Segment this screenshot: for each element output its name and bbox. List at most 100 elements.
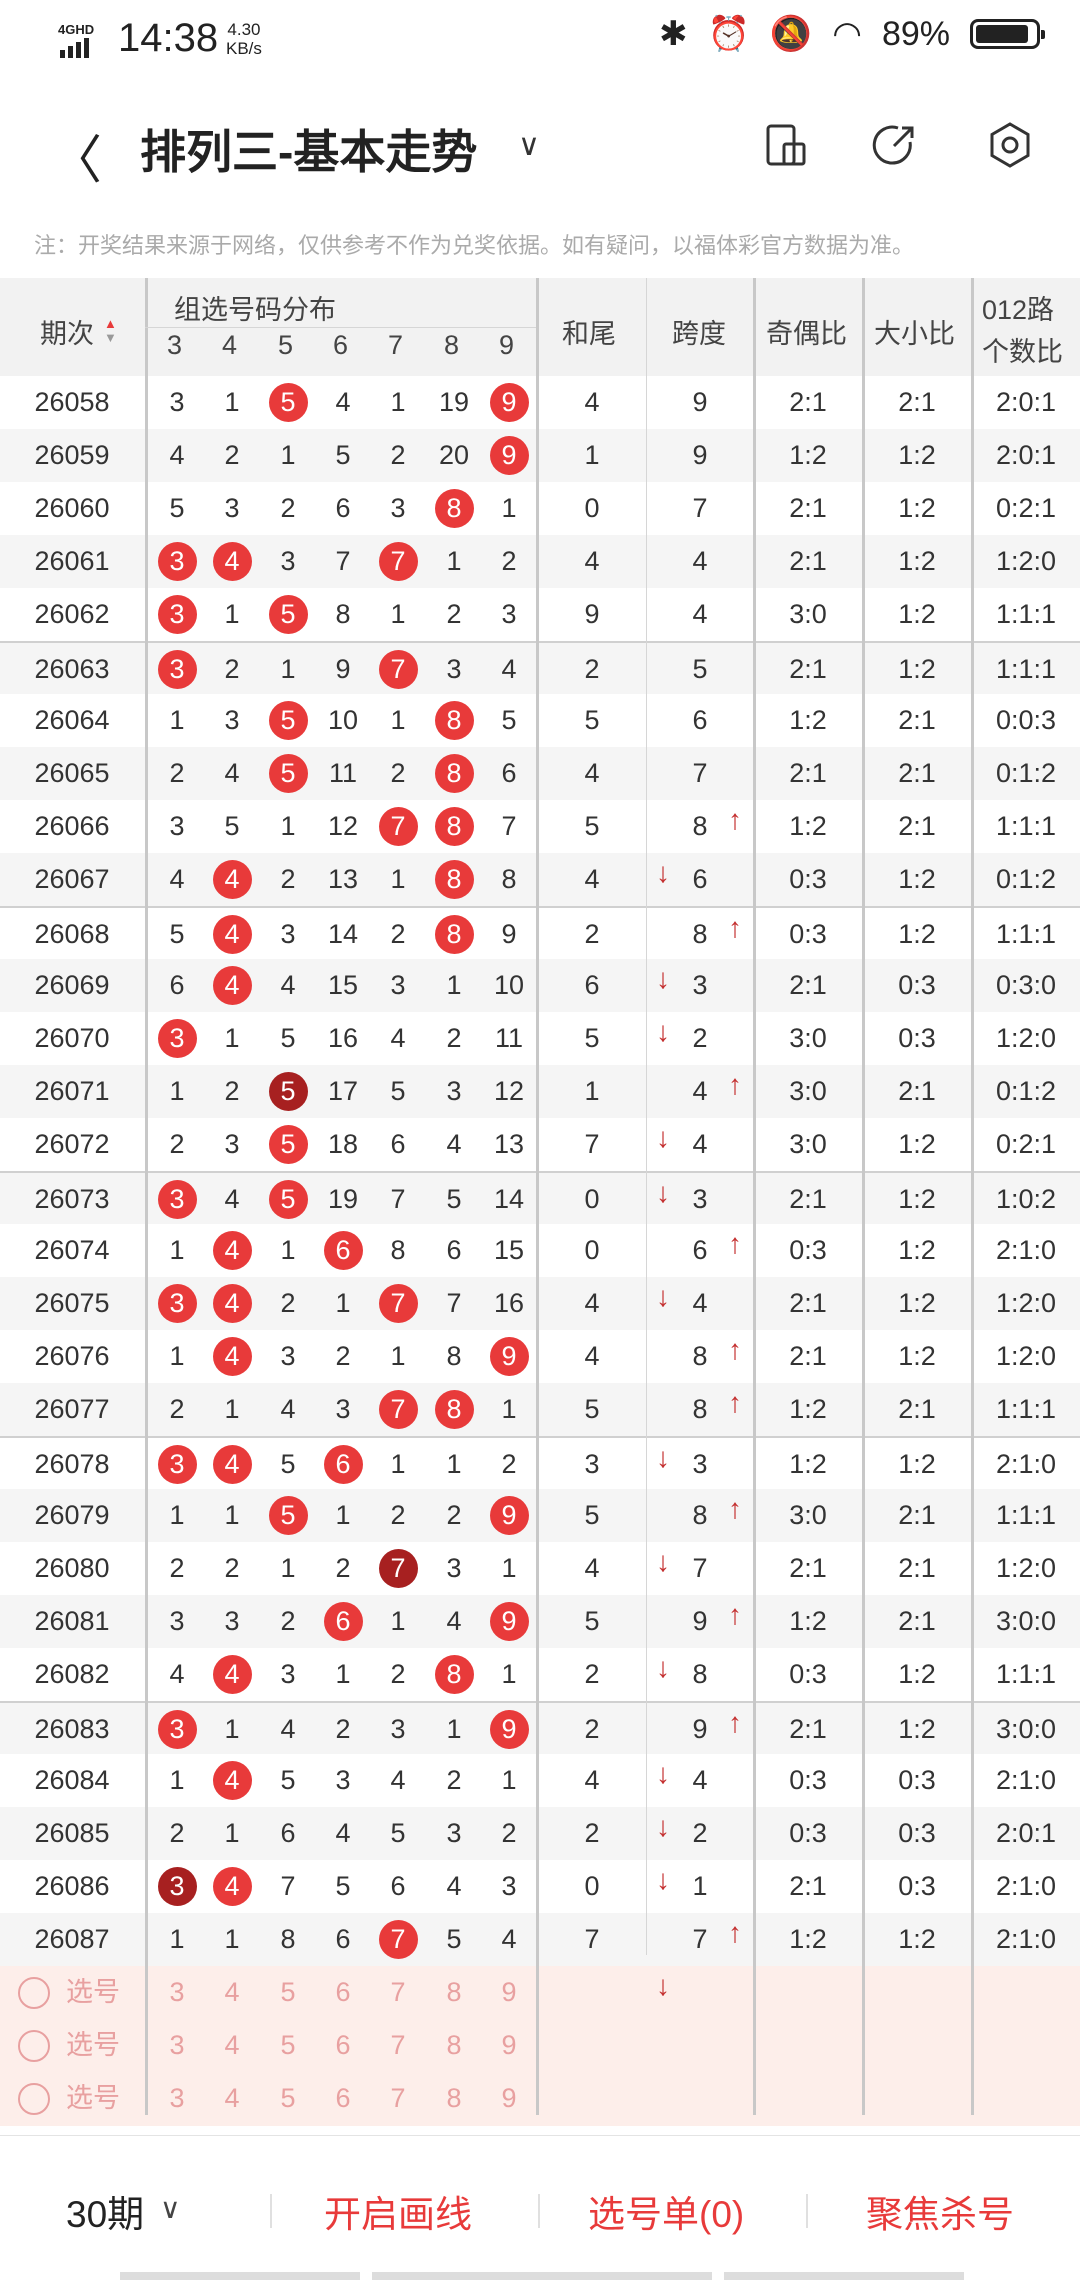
span-cell: 3 [692, 1449, 708, 1479]
select-digit[interactable]: 3 [169, 1977, 185, 2007]
route-ratio-cell: 0:3:0 [995, 970, 1057, 1000]
draw-line-button[interactable]: 开启画线 [324, 2194, 472, 2235]
period-cell: 26063 [34, 654, 110, 684]
page-title[interactable]: 排列三-基本走势 [140, 126, 478, 178]
arrow-down-icon: ↓ [656, 1652, 670, 1683]
table-row: 26073 3 4 5 19 7 5 14 0 3 ↓ 2:1 1:2 1:0:2 [0, 1171, 1080, 1224]
settings-icon[interactable] [985, 120, 1035, 170]
big-small-cell: 2:1 [898, 758, 936, 788]
sum-tail-cell: 2 [584, 1659, 600, 1689]
gesture-bar [120, 2272, 360, 2280]
select-digit[interactable]: 8 [446, 1977, 462, 2007]
route-ratio-cell: 1:1:1 [995, 919, 1057, 949]
select-digit[interactable]: 9 [501, 1977, 517, 2007]
period-cell: 26075 [34, 1288, 110, 1318]
divider [145, 278, 148, 2115]
select-digit[interactable]: 5 [280, 2083, 296, 2113]
select-radio[interactable] [18, 2083, 50, 2115]
header-digit-3: 3 [167, 330, 183, 360]
disclaimer-text: 注：开奖结果来源于网络，仅供参考不作为兑奖依据。如有疑问，以福体彩官方数据为准。 [34, 233, 915, 258]
select-digit[interactable]: 5 [280, 2030, 296, 2060]
table-row: 26080 2 2 1 2 7 3 1 4 7 ↓ 2:1 2:1 1:2:0 [0, 1542, 1080, 1595]
phone-layout-icon[interactable] [760, 120, 810, 170]
select-digit[interactable]: 9 [501, 2030, 517, 2060]
miss-count-cell: 1 [224, 1394, 240, 1424]
share-icon[interactable] [870, 120, 920, 170]
odd-even-cell: 2:1 [789, 1871, 827, 1901]
miss-count-cell: 4 [501, 1924, 517, 1954]
selection-list-button[interactable]: 选号单(0) [588, 2194, 745, 2235]
miss-count-cell: 2 [169, 1129, 185, 1159]
select-digit[interactable]: 8 [446, 2030, 462, 2060]
table-row: 26085 2 1 6 4 5 3 2 2 2 ↓ 0:3 0:3 2:0:1 [0, 1807, 1080, 1860]
miss-count-cell: 2 [169, 758, 185, 788]
sort-down-icon[interactable]: ▼ [104, 330, 117, 345]
select-digit[interactable]: 3 [169, 2030, 185, 2060]
period-cell: 26070 [34, 1023, 110, 1053]
hit-ball: 4 [212, 915, 252, 954]
odd-even-cell: 1:2 [789, 705, 827, 735]
chevron-down-icon[interactable]: ∨ [160, 2193, 181, 2224]
route-ratio-cell: 1:2:0 [995, 546, 1057, 576]
route-ratio-cell: 2:1:0 [995, 1449, 1057, 1479]
period-cell: 26072 [34, 1129, 110, 1159]
select-radio[interactable] [18, 2030, 50, 2062]
miss-count-cell: 2 [446, 1765, 462, 1795]
hit-ball: 8 [434, 860, 474, 899]
route-ratio-cell: 2:0:1 [995, 440, 1057, 470]
miss-count-cell: 1 [501, 1659, 517, 1689]
select-digit[interactable]: 6 [335, 1977, 351, 2007]
divider [646, 278, 647, 1955]
back-arrow-icon[interactable]: 〈 [50, 132, 103, 190]
odd-even-cell: 1:2 [789, 1606, 827, 1636]
hit-ball: 9 [489, 1496, 529, 1535]
select-digit[interactable]: 4 [224, 2030, 240, 2060]
hit-ball: 7 [378, 1390, 418, 1429]
big-small-cell: 1:2 [898, 440, 936, 470]
miss-count-cell: 12 [327, 811, 359, 841]
select-digit[interactable]: 7 [390, 2083, 406, 2113]
select-label[interactable]: 选号 [66, 2083, 120, 2113]
big-small-cell: 2:1 [898, 705, 936, 735]
miss-count-cell: 4 [390, 1023, 406, 1053]
select-digit[interactable]: 3 [169, 2083, 185, 2113]
select-digit[interactable]: 4 [224, 2083, 240, 2113]
bluetooth-icon: ✱ [659, 15, 688, 53]
select-label[interactable]: 选号 [66, 1977, 120, 2007]
miss-count-cell: 5 [224, 811, 240, 841]
miss-count-cell: 1 [446, 546, 462, 576]
miss-count-cell: 2 [390, 919, 406, 949]
select-digit[interactable]: 8 [446, 2083, 462, 2113]
table-row: 26071 1 2 5 17 5 3 12 1 4 ↑ 3:0 2:1 0:1:2 [0, 1065, 1080, 1118]
select-radio[interactable] [18, 1977, 50, 2009]
select-digit[interactable]: 7 [390, 1977, 406, 2007]
select-digit[interactable]: 5 [280, 1977, 296, 2007]
hit-ball: 7 [378, 650, 418, 689]
miss-count-cell: 14 [327, 919, 359, 949]
big-small-cell: 1:2 [898, 1184, 936, 1214]
table-row: 26087 1 1 8 6 7 5 4 7 7 ↑ 1:2 1:2 2:1:0 [0, 1913, 1080, 1966]
odd-even-cell: 0:3 [789, 1659, 827, 1689]
select-digit[interactable]: 6 [335, 2083, 351, 2113]
period-selector[interactable]: 30期 [66, 2194, 145, 2235]
focus-kill-button[interactable]: 聚焦杀号 [866, 2194, 1014, 2235]
span-cell: 5 [692, 654, 708, 684]
big-small-cell: 1:2 [898, 864, 936, 894]
span-cell: 7 [692, 1924, 708, 1954]
hit-ball: 5 [268, 595, 308, 634]
select-digit[interactable]: 6 [335, 2030, 351, 2060]
select-digit[interactable]: 4 [224, 1977, 240, 2007]
miss-count-cell: 6 [390, 1871, 406, 1901]
route-ratio-cell: 0:2:1 [995, 493, 1057, 523]
table-body: 26058 3 1 5 4 1 19 9 4 9 2:1 2:1 2:0:1 26059 4 2 1 5 2 20 9 1… [0, 376, 1080, 1966]
select-digit[interactable]: 9 [501, 2083, 517, 2113]
big-small-cell: 0:3 [898, 1765, 936, 1795]
chevron-down-icon[interactable]: ∨ [518, 129, 540, 162]
hit-ball: 9 [489, 1710, 529, 1749]
header-period[interactable]: 期次 [40, 319, 94, 349]
odd-even-cell: 2:1 [789, 546, 827, 576]
select-digit[interactable]: 7 [390, 2030, 406, 2060]
span-cell: 8 [692, 811, 708, 841]
select-label[interactable]: 选号 [66, 2030, 120, 2060]
sort-up-icon[interactable]: ▲ [104, 316, 117, 331]
